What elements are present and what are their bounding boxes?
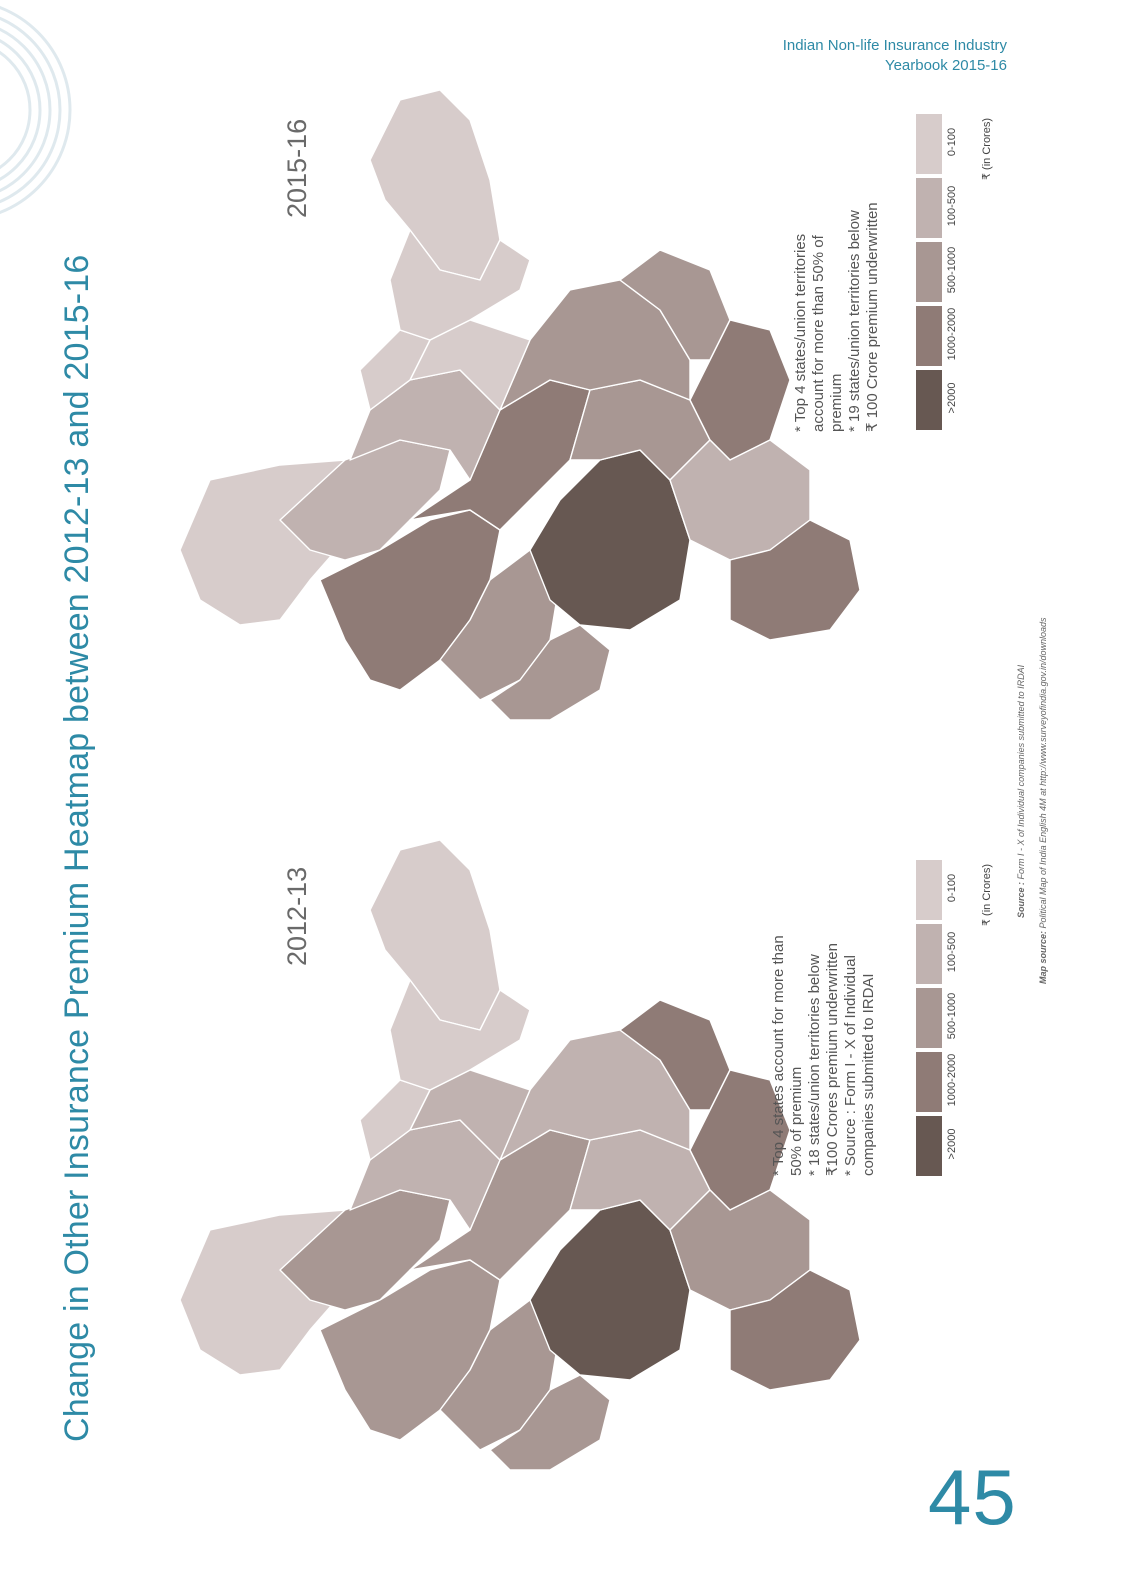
- map-source-text: Political Map of India English 4M at htt…: [1038, 617, 1048, 929]
- legend-2012-label-1: 100-500: [946, 931, 958, 973]
- legend-2012-label-0: 0-100: [946, 873, 958, 903]
- note-2015-1: * Top 4 states/union territories: [792, 233, 809, 432]
- corner-arc-decoration: [0, 5, 72, 215]
- note-2012-4: ₹100 Crores premium underwritten: [824, 943, 841, 1176]
- unit-label-2012: ₹ (in Crores): [981, 863, 993, 926]
- legend-2012-swatch-4: [916, 1116, 942, 1176]
- heatmap-2012-13: [179, 839, 861, 1471]
- legend-2015-swatch-2: [916, 242, 942, 302]
- note-2015-5: ₹ 100 Crore premium underwritten: [864, 202, 881, 432]
- region-kerala: [489, 624, 611, 721]
- unit-label-2015: ₹ (in Crores): [981, 117, 993, 180]
- legend-2012-swatch-0: [916, 860, 942, 920]
- legend-2012-label-4: >2000: [946, 1128, 958, 1160]
- heatmap-2015-16: [179, 89, 861, 721]
- source-text: Form I - X of Individual companies submi…: [1016, 664, 1026, 880]
- legend-2015-label-4: >2000: [946, 382, 958, 414]
- note-2015-4: * 19 states/union territories below: [846, 210, 863, 432]
- legend-2012-swatch-3: [916, 1052, 942, 1112]
- legend-2015-swatch-1: [916, 178, 942, 238]
- region-assam: [389, 229, 531, 341]
- legend-2012-label-2: 500-1000: [946, 992, 958, 1040]
- note-2012-2: 50% of premium: [788, 1066, 805, 1176]
- note-2012-3: * 18 states/union territories below: [806, 954, 823, 1176]
- region-northeast: [369, 89, 501, 281]
- map-source-note: Map source: Political Map of India Engli…: [1038, 617, 1048, 984]
- note-2012-6: companies submitted to IRDAI: [860, 973, 877, 1176]
- region-tamil-nadu: [529, 1199, 691, 1381]
- map-source-label: Map source:: [1038, 930, 1048, 984]
- note-2012-5: * Source : Form I - X of Individual: [842, 955, 859, 1176]
- year-label-2012: 2012-13: [282, 866, 312, 966]
- note-2015-3: premium: [828, 373, 845, 432]
- region-kerala: [489, 1374, 611, 1471]
- source-note: Source : Form I - X of Individual compan…: [1016, 665, 1026, 918]
- page-number: 45: [928, 1453, 1017, 1541]
- legend-2015-label-0: 0-100: [946, 127, 958, 157]
- region-assam: [389, 979, 531, 1091]
- header-line-1: Indian Non-life Insurance Industry: [782, 37, 1007, 54]
- legend-2015-swatch-0: [916, 114, 942, 174]
- legend-2015-label-1: 100-500: [946, 185, 958, 227]
- region-jharkhand: [729, 1269, 861, 1391]
- page-title: Change in Other Insurance Premium Heatma…: [58, 254, 96, 1442]
- note-2012-1: * Top 4 states account for more than: [770, 935, 787, 1176]
- notes-2012: * Top 4 states account for more than 50%…: [770, 935, 878, 1176]
- region-northeast: [369, 839, 501, 1031]
- legend-2012-swatch-2: [916, 988, 942, 1048]
- region-tamil-nadu: [529, 449, 691, 631]
- legend-2012-label-3: 1000-2000: [946, 1053, 958, 1107]
- legend-2015-swatch-4: [916, 370, 942, 430]
- legend-2015-label-3: 1000-2000: [946, 307, 958, 361]
- region-jharkhand: [729, 519, 861, 641]
- notes-2015: * Top 4 states/union territories account…: [792, 202, 882, 432]
- legend-2012: 0-100 100-500 500-1000 1000-2000 >2000: [916, 860, 966, 1180]
- legend-2012-swatch-1: [916, 924, 942, 984]
- source-label: Source :: [1016, 881, 1026, 918]
- legend-2015: 0-100 100-500 500-1000 1000-2000 >2000: [916, 114, 966, 434]
- legend-2015-label-2: 500-1000: [946, 246, 958, 294]
- header-line-2: Yearbook 2015-16: [884, 57, 1007, 74]
- publication-header: Indian Non-life Insurance Industry Yearb…: [783, 36, 1007, 76]
- note-2015-2: account for more than 50% of: [810, 235, 827, 432]
- year-label-2015: 2015-16: [282, 118, 312, 218]
- legend-2015-swatch-3: [916, 306, 942, 366]
